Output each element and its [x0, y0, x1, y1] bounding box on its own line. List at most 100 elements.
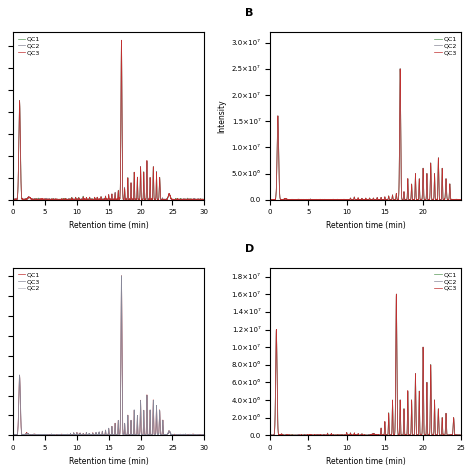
- QC2: [393, 291, 399, 297]
- Text: D: D: [245, 244, 255, 254]
- QC2: [101, 432, 107, 438]
- QC2: [358, 432, 364, 438]
- QC3: [149, 432, 155, 438]
- QC3: [101, 197, 107, 202]
- QC2: [186, 432, 192, 438]
- Legend: QC1, QC3, QC2: QC1, QC3, QC2: [16, 271, 42, 292]
- QC1: [118, 273, 124, 279]
- QC1: [186, 197, 192, 202]
- Line: QC1: QC1: [13, 276, 204, 436]
- QC2: [92, 432, 98, 438]
- Y-axis label: Intensity: Intensity: [217, 99, 226, 133]
- QC1: [406, 197, 412, 202]
- Legend: QC1, QC2, QC3: QC1, QC2, QC3: [16, 36, 42, 56]
- QC2: [348, 430, 354, 436]
- QC3: [443, 176, 449, 182]
- Line: QC2: QC2: [13, 40, 204, 200]
- QC3: [196, 197, 201, 202]
- QC1: [443, 410, 449, 416]
- QC2: [453, 197, 458, 202]
- QC3: [358, 432, 364, 438]
- QC3: [458, 197, 464, 202]
- X-axis label: Retention time (min): Retention time (min): [69, 456, 148, 465]
- QC2: [458, 197, 464, 202]
- QC1: [10, 432, 16, 438]
- QC3: [118, 273, 124, 279]
- QC2: [196, 197, 201, 202]
- QC3: [448, 433, 454, 438]
- QC1: [91, 197, 96, 202]
- QC3: [59, 197, 65, 202]
- QC1: [267, 432, 273, 438]
- QC1: [453, 197, 458, 202]
- QC1: [196, 432, 201, 438]
- QC3: [312, 197, 318, 202]
- X-axis label: Retention time (min): Retention time (min): [326, 456, 406, 465]
- QC1: [349, 432, 355, 438]
- QC3: [101, 432, 107, 438]
- QC3: [10, 432, 16, 438]
- QC1: [92, 432, 98, 438]
- QC1: [101, 432, 107, 438]
- QC2: [458, 432, 464, 438]
- QC2: [268, 433, 274, 438]
- QC1: [443, 176, 449, 182]
- QC1: [186, 432, 192, 438]
- QC2: [397, 66, 403, 72]
- QC3: [406, 432, 412, 438]
- QC2: [201, 197, 207, 202]
- QC2: [149, 432, 155, 438]
- QC1: [349, 197, 355, 202]
- QC3: [186, 432, 192, 438]
- QC1: [149, 196, 155, 202]
- QC3: [91, 432, 96, 438]
- QC2: [10, 197, 16, 202]
- QC2: [443, 176, 449, 182]
- QC1: [458, 433, 464, 438]
- QC2: [91, 197, 96, 202]
- QC3: [201, 432, 207, 438]
- QC1: [348, 195, 354, 201]
- QC1: [397, 66, 403, 72]
- QC1: [183, 197, 189, 202]
- Line: QC3: QC3: [13, 276, 204, 436]
- Line: QC3: QC3: [13, 40, 204, 200]
- QC1: [348, 430, 354, 436]
- QC3: [267, 432, 273, 438]
- X-axis label: Retention time (min): Retention time (min): [326, 221, 406, 230]
- QC1: [10, 197, 16, 202]
- QC3: [349, 197, 355, 202]
- QC3: [196, 433, 201, 438]
- QC3: [35, 433, 40, 438]
- QC1: [393, 292, 399, 297]
- QC1: [453, 432, 458, 438]
- QC1: [406, 432, 412, 438]
- QC3: [118, 37, 124, 43]
- QC2: [200, 197, 205, 202]
- QC1: [196, 197, 201, 202]
- QC1: [358, 197, 364, 202]
- QC3: [443, 410, 449, 416]
- QC1: [149, 432, 155, 438]
- QC2: [196, 432, 201, 438]
- QC3: [347, 430, 353, 436]
- Line: QC3: QC3: [270, 69, 461, 200]
- QC1: [201, 197, 207, 202]
- QC3: [92, 196, 98, 201]
- QC2: [348, 195, 354, 201]
- QC3: [453, 197, 458, 202]
- Line: QC2: QC2: [13, 276, 204, 436]
- QC3: [406, 197, 412, 202]
- QC3: [267, 197, 273, 202]
- QC2: [406, 197, 412, 202]
- QC2: [453, 432, 458, 438]
- QC3: [201, 197, 207, 202]
- QC2: [267, 432, 273, 438]
- QC1: [92, 196, 98, 201]
- QC1: [201, 432, 207, 438]
- Legend: QC1, QC2, QC3: QC1, QC2, QC3: [433, 271, 458, 292]
- QC3: [92, 432, 98, 438]
- QC2: [186, 197, 192, 202]
- QC1: [267, 197, 273, 202]
- QC1: [60, 433, 65, 438]
